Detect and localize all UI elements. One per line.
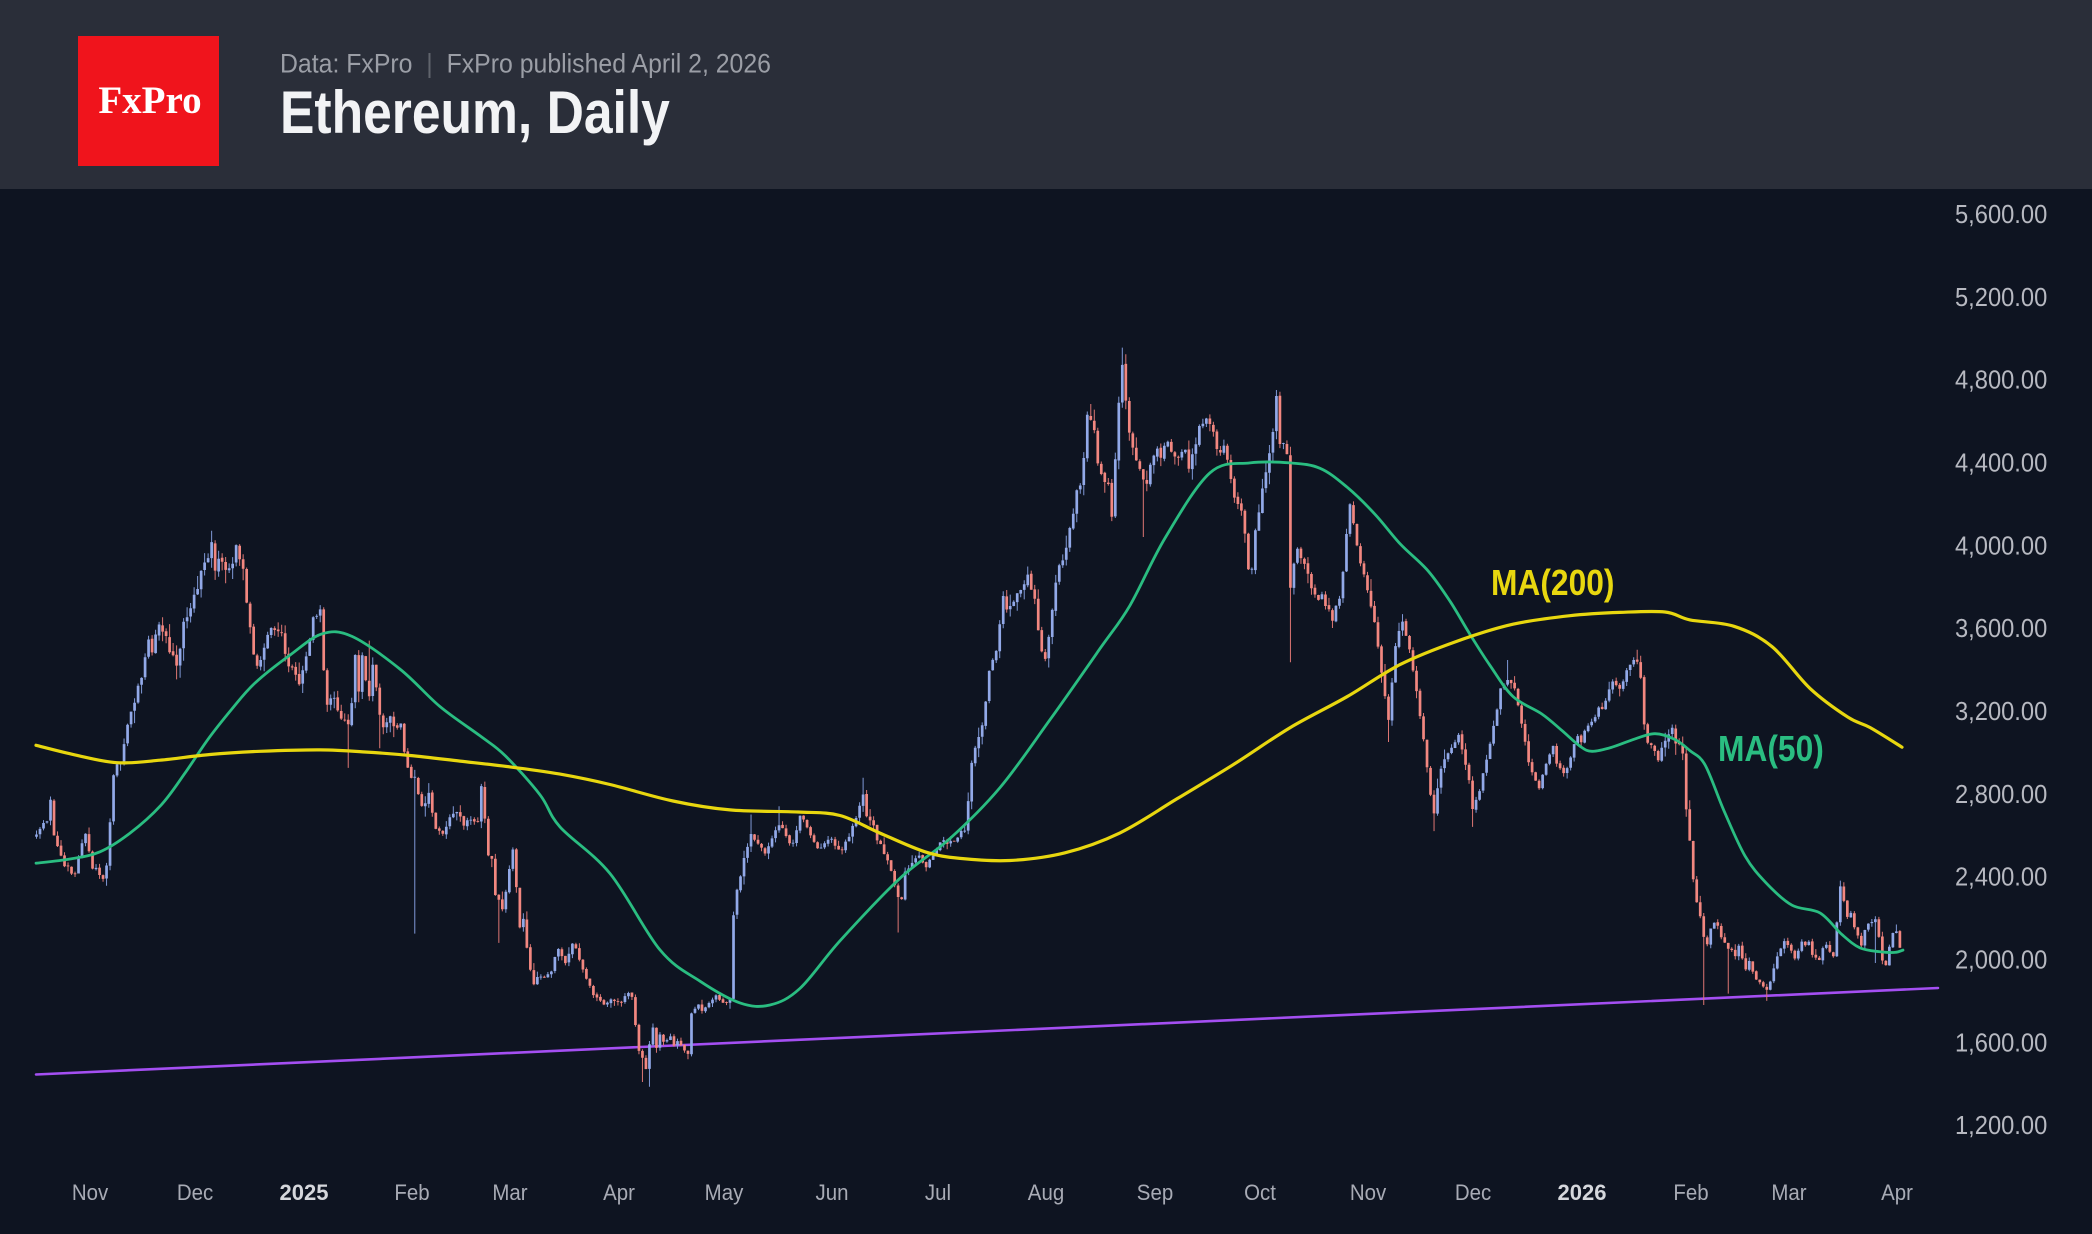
svg-text:1,200.00: 1,200.00	[1955, 1112, 2047, 1140]
svg-text:Dec: Dec	[177, 1180, 214, 1205]
svg-text:Feb: Feb	[1673, 1180, 1708, 1205]
svg-text:2026: 2026	[1558, 1180, 1607, 1205]
svg-text:Ethereum, Daily: Ethereum, Daily	[280, 78, 670, 146]
svg-text:3,200.00: 3,200.00	[1955, 698, 2047, 726]
svg-text:FxPro: FxPro	[98, 79, 201, 122]
svg-text:Mar: Mar	[492, 1180, 527, 1205]
svg-text:Oct: Oct	[1244, 1180, 1276, 1205]
svg-text:Mar: Mar	[1771, 1180, 1806, 1205]
svg-text:May: May	[705, 1180, 744, 1205]
svg-text:Data: FxPro | FxPro publishe: Data: FxPro | FxPro published April 2, 2…	[280, 50, 771, 79]
svg-text:Feb: Feb	[394, 1180, 429, 1205]
svg-text:3,600.00: 3,600.00	[1955, 615, 2047, 643]
svg-text:Nov: Nov	[1350, 1180, 1387, 1205]
svg-text:4,000.00: 4,000.00	[1955, 533, 2047, 561]
svg-text:Apr: Apr	[1881, 1180, 1913, 1205]
svg-text:Aug: Aug	[1028, 1180, 1064, 1205]
svg-text:4,800.00: 4,800.00	[1955, 367, 2047, 395]
svg-text:MA(200): MA(200)	[1491, 563, 1614, 604]
svg-text:5,200.00: 5,200.00	[1955, 284, 2047, 312]
svg-text:Apr: Apr	[603, 1180, 635, 1205]
svg-text:1,600.00: 1,600.00	[1955, 1030, 2047, 1058]
svg-text:Dec: Dec	[1455, 1180, 1492, 1205]
svg-text:5,600.00: 5,600.00	[1955, 201, 2047, 229]
svg-text:Jul: Jul	[925, 1180, 951, 1205]
svg-text:2,400.00: 2,400.00	[1955, 864, 2047, 892]
svg-text:Jun: Jun	[816, 1180, 849, 1205]
svg-text:2,800.00: 2,800.00	[1955, 781, 2047, 809]
svg-text:2025: 2025	[280, 1180, 329, 1205]
svg-text:Sep: Sep	[1137, 1180, 1173, 1205]
svg-text:MA(50): MA(50)	[1718, 729, 1824, 770]
svg-text:4,400.00: 4,400.00	[1955, 450, 2047, 478]
svg-text:2,000.00: 2,000.00	[1955, 947, 2047, 975]
svg-text:Nov: Nov	[72, 1180, 109, 1205]
